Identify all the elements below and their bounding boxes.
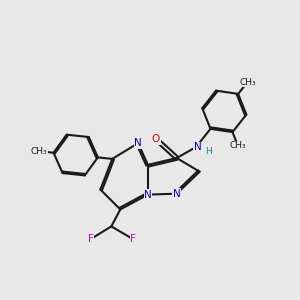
Text: N: N [173,189,181,199]
Text: H: H [205,147,212,156]
Text: CH₃: CH₃ [230,141,246,150]
Text: F: F [130,234,136,244]
Text: N: N [144,190,152,200]
Text: F: F [88,234,94,244]
Text: CH₃: CH₃ [239,78,256,87]
Text: O: O [152,134,160,144]
Text: N: N [194,142,201,152]
Text: N: N [134,138,142,148]
Text: CH₃: CH₃ [30,147,47,156]
